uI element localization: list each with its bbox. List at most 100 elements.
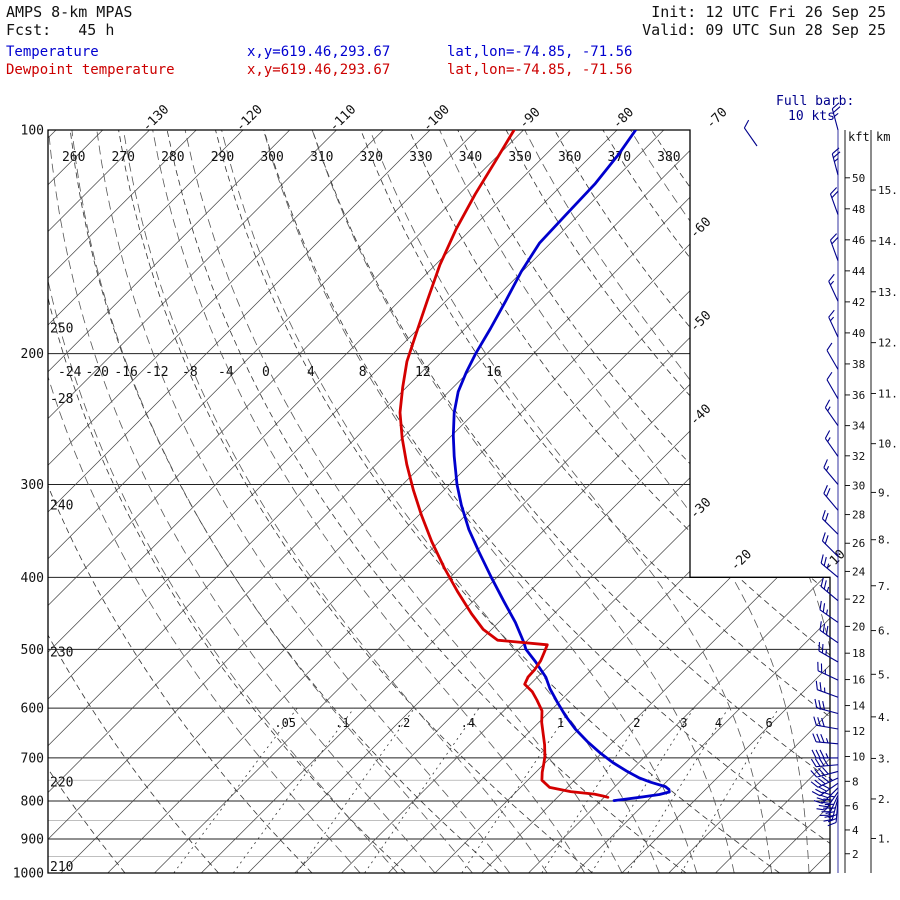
- kft-tick-label: 48: [852, 203, 865, 216]
- isotherms: [48, 130, 830, 873]
- wind-barb: [810, 776, 839, 788]
- kft-tick-label: 24: [852, 565, 866, 578]
- kft-tick-label: 38: [852, 358, 865, 371]
- dry-adiabat-label-top: 310: [310, 150, 333, 165]
- pressure-tick-label: 800: [21, 794, 44, 809]
- sounding-curves: [398, 130, 671, 802]
- isotherm-label-right: -40: [687, 402, 714, 429]
- km-tick-label: 12.: [878, 337, 898, 350]
- wind-barbs: [743, 102, 841, 873]
- dry-adiabat-label-left: 210: [50, 860, 73, 875]
- dry-adiabat-label-top: 300: [260, 150, 283, 165]
- dry-adiabat-label-left: 220: [50, 775, 73, 790]
- km-tick-label: 11.: [878, 388, 898, 401]
- kft-tick-label: 34: [852, 420, 866, 433]
- temperature-latlon-readout: lat,lon=-74.85, -71.56: [447, 44, 633, 60]
- isotherm-label-right: -30: [687, 495, 714, 522]
- wind-barb: [819, 600, 839, 623]
- wind-barb: [826, 371, 839, 400]
- wind-barb: [829, 187, 839, 215]
- wind-barb: [831, 102, 841, 131]
- km-tick-label: 10.: [878, 438, 898, 451]
- moist-adiabat-label: 0: [262, 365, 270, 380]
- km-header: km: [876, 130, 890, 144]
- dry-adiabat-label-top: 280: [161, 150, 184, 165]
- kft-tick-label: 28: [852, 509, 865, 522]
- isotherm-label-right: -20: [728, 547, 755, 574]
- dry-adiabat-label-top: 260: [62, 150, 85, 165]
- mixing-ratio-label: 6: [765, 716, 772, 730]
- wind-barb: [813, 716, 839, 730]
- kft-tick-label: 36: [852, 389, 865, 402]
- kft-tick-label: 16: [852, 674, 865, 687]
- pressure-tick-label: 700: [21, 751, 44, 766]
- wind-barb: [831, 147, 841, 176]
- wind-barb: [828, 273, 839, 302]
- isotherm-label-right: -60: [687, 215, 714, 242]
- altitude-scale: kft km24681012141618202224262830323436384…: [844, 130, 898, 873]
- km-tick-label: 2.: [878, 793, 891, 806]
- kft-tick-label: 6: [852, 800, 859, 813]
- pressure-tick-label: 200: [21, 347, 44, 362]
- kft-tick-label: 12: [852, 725, 865, 738]
- mixing-ratio-label: .4: [461, 716, 475, 730]
- km-tick-label: 8.: [878, 534, 891, 547]
- km-tick-label: 14.: [878, 235, 898, 248]
- temperature-series-label: Temperature: [6, 44, 99, 60]
- dry-adiabat-label-left: 250: [50, 322, 73, 337]
- wind-barb: [819, 621, 839, 644]
- moist-adiabat-label: 16: [486, 365, 502, 380]
- mixing-ratio-label: 2: [633, 716, 640, 730]
- dewpoint-xy-readout: x,y=619.46,293.67: [247, 62, 391, 78]
- moist-adiabat-label: 8: [359, 365, 367, 380]
- kft-tick-label: 26: [852, 537, 865, 550]
- dewpoint-series-label: Dewpoint temperature: [6, 62, 175, 78]
- isotherm-label-right: -50: [687, 308, 714, 335]
- wind-barb: [743, 119, 758, 147]
- moist-adiabats: [48, 130, 830, 873]
- moist-adiabat-label: -16: [114, 365, 137, 380]
- mixing-ratio-lines: [173, 707, 779, 873]
- dry-adiabat-label-top: 290: [211, 150, 234, 165]
- dry-adiabat-label-top: 350: [508, 150, 531, 165]
- moist-adiabat-label: -20: [86, 365, 109, 380]
- pressure-tick-label: 900: [21, 833, 44, 848]
- km-tick-label: 7.: [878, 580, 891, 593]
- moist-adiabat-label: -8: [182, 365, 198, 380]
- mixing-ratio-label: 4: [715, 716, 722, 730]
- kft-tick-label: 2: [852, 848, 859, 861]
- background-grid: [48, 130, 830, 873]
- kft-tick-label: 18: [852, 647, 865, 660]
- moist-adiabat-label: 4: [307, 365, 315, 380]
- pressure-tick-label: 300: [21, 478, 44, 493]
- kft-tick-label: 46: [852, 234, 865, 247]
- kft-tick-label: 14: [852, 700, 866, 713]
- wind-barb: [824, 430, 839, 457]
- dry-adiabat-label-top: 340: [459, 150, 482, 165]
- mixing-ratio-label: 3: [680, 716, 687, 730]
- wind-barb: [812, 733, 839, 745]
- init-time-label: Init: 12 UTC Fri 26 Sep 25: [651, 3, 886, 21]
- wind-barb: [816, 791, 839, 811]
- wind-barb: [829, 233, 839, 262]
- dewpoint-latlon-readout: lat,lon=-74.85, -71.56: [447, 62, 633, 78]
- plot-frame: [47, 129, 831, 874]
- kft-header: kft: [848, 130, 870, 144]
- km-tick-label: 4.: [878, 711, 891, 724]
- wind-barb: [811, 749, 838, 759]
- wind-barb: [823, 459, 839, 485]
- km-tick-label: 3.: [878, 752, 891, 765]
- moist-adiabat-label: -28: [50, 392, 73, 407]
- wind-barb: [813, 787, 839, 804]
- km-tick-label: 9.: [878, 486, 891, 499]
- wind-barb: [817, 661, 839, 681]
- full-barb-legend-title: Full barb:: [776, 94, 855, 109]
- wind-barb: [827, 800, 839, 827]
- temperature-xy-readout: x,y=619.46,293.67: [247, 44, 391, 60]
- wind-barb: [815, 680, 839, 698]
- kft-tick-label: 4: [852, 824, 859, 837]
- moist-adiabat-label: 12: [415, 365, 431, 380]
- wind-barb: [820, 554, 839, 578]
- mixing-ratio-label: .05: [274, 716, 296, 730]
